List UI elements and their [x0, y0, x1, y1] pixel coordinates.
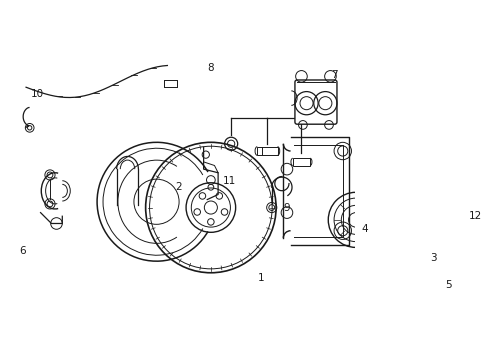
Text: 1: 1 — [258, 273, 264, 283]
Text: 11: 11 — [222, 176, 235, 186]
Bar — [292, 158, 309, 166]
Bar — [257, 147, 277, 156]
Text: 12: 12 — [468, 211, 481, 221]
Text: 5: 5 — [445, 280, 451, 290]
Bar — [163, 80, 177, 87]
Text: 6: 6 — [19, 246, 26, 256]
Text: 3: 3 — [429, 253, 436, 263]
Text: 2: 2 — [175, 182, 181, 192]
Text: 10: 10 — [30, 90, 43, 99]
Text: 8: 8 — [207, 63, 214, 73]
Text: 7: 7 — [330, 70, 337, 80]
Text: 4: 4 — [361, 224, 367, 234]
Text: 9: 9 — [283, 203, 290, 212]
Bar — [446, 204, 452, 213]
FancyBboxPatch shape — [294, 80, 336, 124]
